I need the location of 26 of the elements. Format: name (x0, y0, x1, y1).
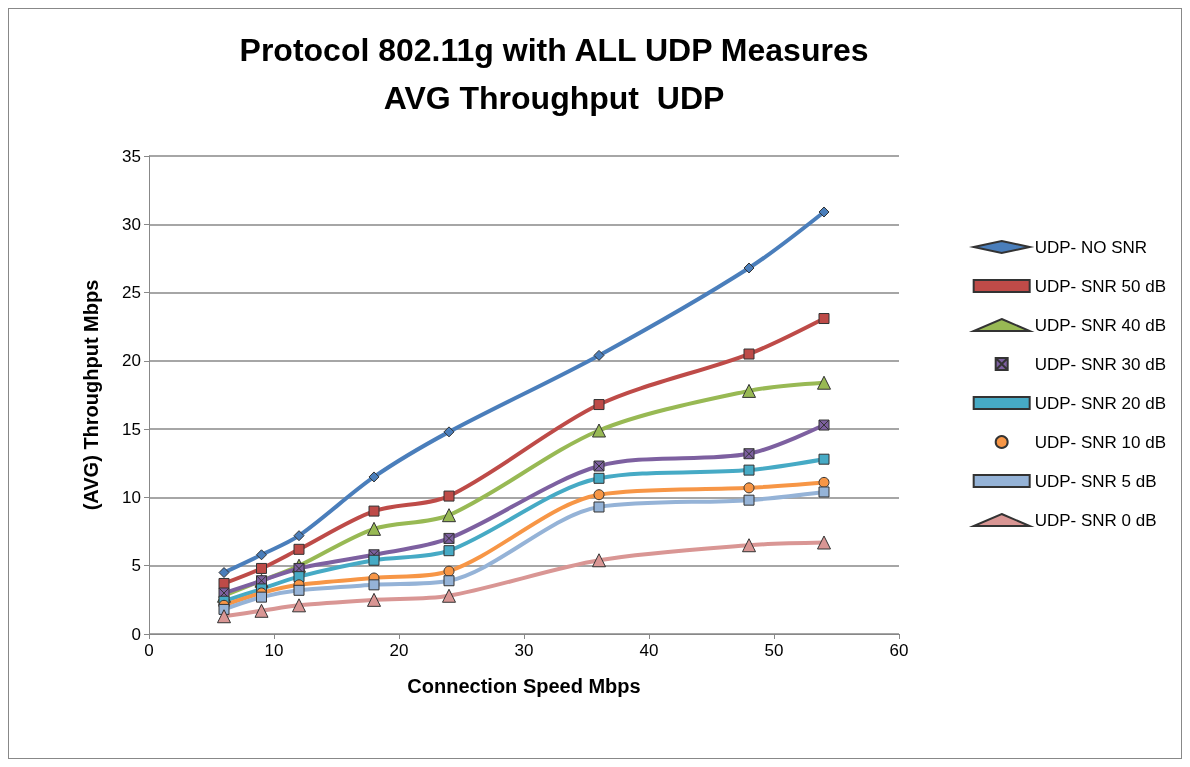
y-tick-label: 35 (122, 146, 141, 166)
legend-label: UDP- NO SNR (1034, 237, 1148, 257)
x-tick-label: 10 (264, 641, 284, 660)
y-tick-label: 5 (131, 556, 141, 576)
legend-label: UDP- SNR 30 dB (1034, 354, 1167, 374)
y-tick-label: 15 (122, 419, 141, 439)
y-tick-label: 0 (131, 624, 141, 644)
x-tick-label: 0 (144, 641, 154, 660)
x-tick-label: 20 (389, 641, 409, 660)
legend-label: UDP- SNR 40 dB (1034, 315, 1167, 335)
y-tick-label: 30 (122, 214, 141, 234)
x-tick-label: 60 (889, 641, 909, 660)
legend-label: UDP- SNR 10 dB (1034, 432, 1167, 452)
x-axis-title: Connection Speed Mbps (407, 675, 641, 697)
x-tick-label: 50 (764, 641, 784, 660)
legend-label: UDP- SNR 0 dB (1034, 510, 1157, 530)
y-tick-label: 25 (122, 283, 141, 303)
chart-title: Protocol 802.11g with ALL UDP Measures AVG Throughput UDP (239, 32, 869, 116)
y-tick-label: 20 (122, 351, 141, 371)
y-axis-title: (AVG) Throughput Mbps (80, 279, 102, 511)
x-tick-label: 40 (639, 641, 659, 660)
legend-label: UDP- SNR 5 dB (1034, 471, 1157, 491)
legend-label: UDP- SNR 20 dB (1034, 393, 1167, 413)
y-tick-label: 10 (122, 487, 141, 507)
x-tick-label: 30 (514, 641, 534, 660)
legend-label: UDP- SNR 50 dB (1034, 276, 1167, 296)
